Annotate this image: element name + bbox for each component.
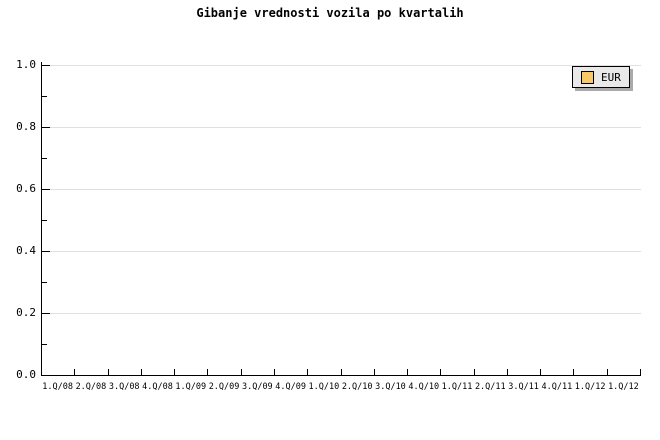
gridline	[42, 251, 641, 252]
y-axis-minor-tick	[42, 282, 47, 283]
x-axis-category-label: 3.Q/11	[508, 382, 539, 392]
x-axis-tick	[540, 369, 541, 375]
gridline	[42, 65, 641, 66]
chart-title: Gibanje vrednosti vozila po kvartalih	[196, 6, 464, 20]
x-axis-tick	[341, 369, 342, 375]
y-axis-line-cap	[41, 62, 42, 65]
y-axis-major-tick	[42, 65, 50, 66]
x-axis-tick	[74, 369, 75, 375]
y-axis-tick-label: 0.4	[16, 244, 36, 257]
gridline	[42, 189, 641, 190]
x-axis-category-label: 1.Q/08	[42, 382, 73, 392]
y-axis-major-tick	[42, 313, 50, 314]
x-axis-category-label: 3.Q/10	[375, 382, 406, 392]
x-axis-category-label: 1.Q/12	[574, 382, 606, 392]
x-axis-category-label: 3.Q/08	[108, 382, 140, 392]
gridline	[42, 313, 641, 314]
y-axis-tick-label: 0.2	[16, 306, 36, 319]
x-axis-tick	[307, 369, 308, 375]
x-axis-tick	[141, 369, 142, 375]
x-axis-category-label: 1.Q/10	[308, 382, 340, 392]
plot-area	[41, 65, 641, 376]
x-axis-tick	[274, 369, 275, 375]
y-axis-major-tick	[42, 251, 50, 252]
y-axis-tick-label: 1.0	[16, 58, 36, 71]
x-axis-tick	[407, 369, 408, 375]
y-axis-minor-tick	[42, 158, 47, 159]
x-axis-category-label: 2.Q/10	[341, 382, 373, 392]
x-axis-category-label: 2.Q/09	[208, 382, 240, 392]
gridline	[42, 127, 641, 128]
legend: EUR	[572, 66, 630, 88]
y-axis-tick-label: 0.8	[16, 120, 36, 133]
x-axis-labels: 1.Q/08 2.Q/08 3.Q/08 4.Q/08 1.Q/09 2.Q/09 3.Q/…	[41, 382, 640, 393]
x-axis-tick	[207, 369, 208, 375]
x-axis-category-label: 4.Q/11	[541, 382, 573, 392]
legend-label: EUR	[601, 70, 621, 84]
x-axis-category-label: 2.Q/08	[75, 382, 107, 392]
legend-swatch-icon	[581, 70, 594, 84]
x-axis-tick	[174, 369, 175, 375]
x-axis-tick	[440, 369, 441, 375]
x-axis-category-label: 3.Q/09	[241, 382, 273, 392]
x-axis-category-label: 2.Q/11	[474, 382, 506, 392]
y-axis-major-tick	[42, 127, 50, 128]
y-axis-minor-tick	[42, 344, 47, 345]
y-axis-labels: 0.0 0.2 0.4 0.6 0.8 1.0	[0, 0, 36, 440]
y-axis-major-tick	[42, 189, 50, 190]
y-axis-minor-tick	[42, 96, 47, 97]
y-axis-tick-label: 0.0	[16, 368, 36, 381]
x-axis-category-label: 1.Q/11	[441, 382, 473, 392]
x-axis-tick	[640, 369, 641, 375]
x-axis-category-label: 4.Q/09	[275, 382, 306, 392]
x-axis-category-label: 1.Q/09	[175, 382, 207, 392]
x-axis-category-label: 4.Q/10	[408, 382, 440, 392]
y-axis-tick-label: 0.6	[16, 182, 36, 195]
x-axis-category-label: 4.Q/08	[142, 382, 173, 392]
x-axis-tick	[241, 369, 242, 375]
x-axis-tick	[374, 369, 375, 375]
x-axis-tick	[507, 369, 508, 375]
x-axis-tick	[474, 369, 475, 375]
x-axis-tick	[573, 369, 574, 375]
x-axis-tick	[108, 369, 109, 375]
x-axis-category-label: 1.Q/12	[608, 382, 639, 392]
y-axis-minor-tick	[42, 220, 47, 221]
x-axis-tick	[607, 369, 608, 375]
